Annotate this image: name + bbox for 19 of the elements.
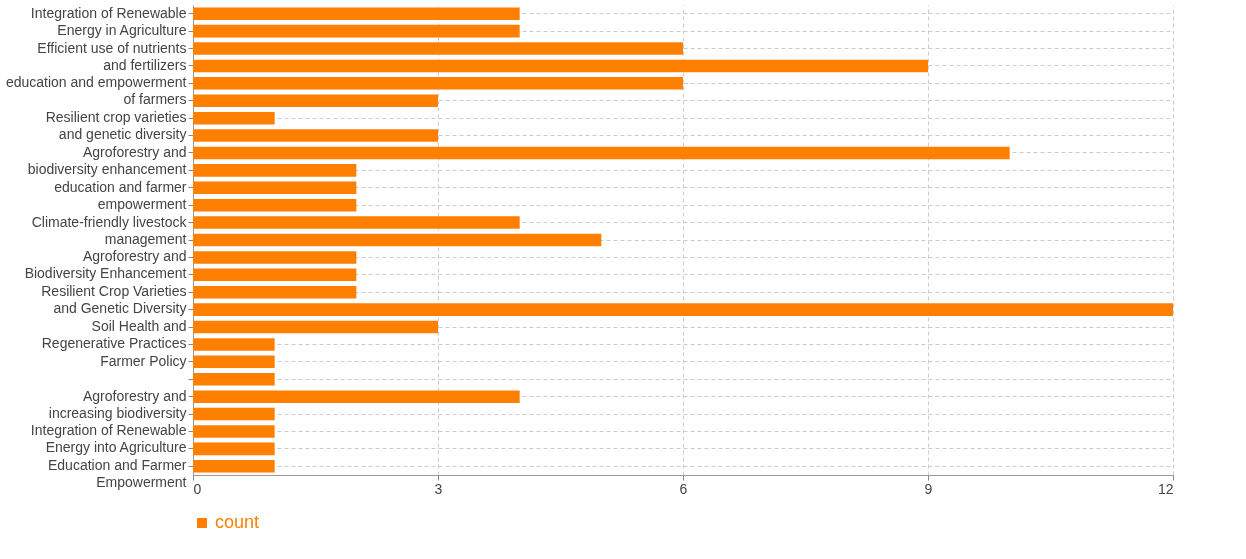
x-tick-label: 0 — [193, 480, 202, 497]
y-tick-label: Efficient use of nutrients and fertilizers — [37, 39, 187, 73]
y-tick-label: Agroforestry and increasing biodiversity — [48, 387, 187, 421]
y-tick-label: Climate-friendly livestock management — [31, 213, 188, 247]
y-tick-label: Integration of Renewable Energy in Agriculture — [30, 4, 187, 38]
y-tick-label: Soil Health and Regenerative Practices — [41, 318, 187, 352]
y-tick-label: education and farmer empowerment — [54, 178, 187, 212]
y-tick-label: education and empowerment of farmers — [5, 74, 187, 108]
x-tick-label: 6 — [679, 480, 688, 497]
y-tick-label: Farmer Policy — [100, 352, 187, 369]
y-tick-label: Integration of Renewable Energy into Agriculture — [30, 422, 187, 456]
legend-label: count — [215, 512, 260, 532]
y-tick-label: Resilient Crop Varieties and Genetic Diversity — [41, 283, 187, 317]
y-tick-label: Education and Farmer Empowerment — [47, 457, 187, 491]
y-tick-label: Agroforestry and Biodiversity Enhancement — [24, 248, 187, 282]
x-tick-label: 3 — [434, 480, 443, 497]
x-tick-label: 9 — [924, 480, 933, 497]
x-tick-label: 12 — [1157, 480, 1174, 497]
y-tick-label: Resilient crop varieties and genetic diversity — [45, 109, 187, 143]
